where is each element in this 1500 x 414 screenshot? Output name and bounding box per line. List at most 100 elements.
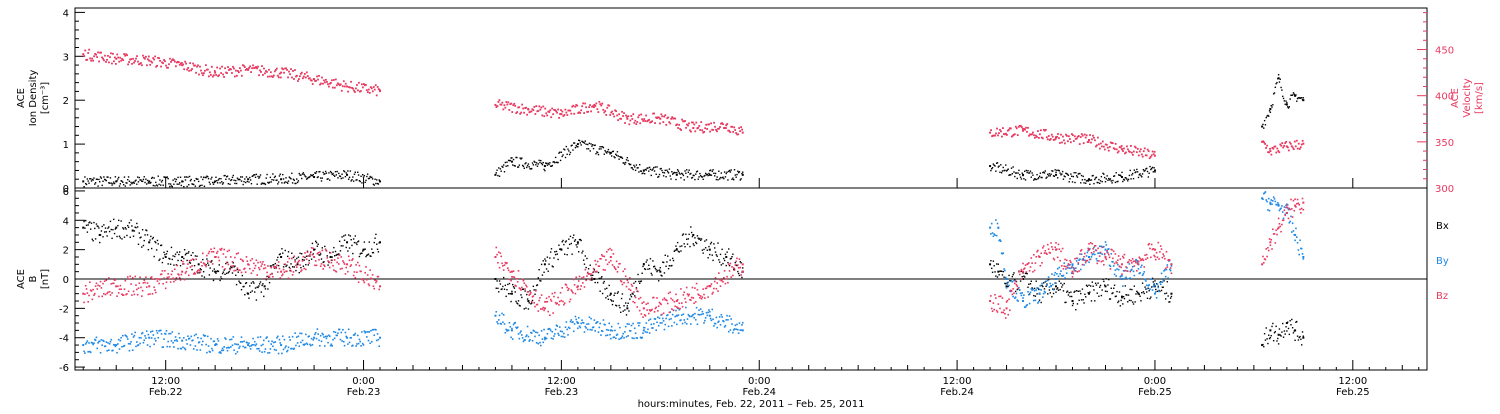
- scatter-dot-ion-density: [333, 174, 335, 177]
- scatter-dot-bx: [110, 228, 112, 231]
- scatter-dot-by: [125, 335, 127, 337]
- data-point-by: [1038, 292, 1041, 295]
- scatter-dot-ion-density: [329, 179, 331, 181]
- scatter-dot-ion-density: [718, 178, 721, 180]
- scatter-dot-bz: [600, 254, 603, 256]
- scatter-dot-bx: [562, 239, 564, 242]
- scatter-dot-ion-density: [629, 163, 631, 166]
- scatter-dot-bz: [132, 290, 135, 293]
- scatter-dot-velocity: [1299, 146, 1302, 149]
- scatter-dot-bx: [351, 244, 353, 247]
- scatter-dot-bx: [252, 281, 254, 283]
- scatter-dot-by: [1157, 286, 1160, 289]
- scatter-dot-bx: [510, 300, 512, 303]
- scatter-dot-ion-density: [1002, 166, 1004, 169]
- scatter-dot-bz: [136, 293, 139, 296]
- scatter-dot-bz: [525, 284, 527, 286]
- scatter-dot-velocity: [606, 106, 609, 109]
- scatter-dot-velocity: [322, 82, 324, 85]
- scatter-dot-velocity: [337, 83, 340, 86]
- scatter-dot-by: [147, 333, 150, 336]
- scatter-dot-bx: [1033, 287, 1036, 290]
- scatter-dot-velocity: [1280, 144, 1283, 147]
- scatter-dot-by: [223, 346, 226, 348]
- scatter-dot-by: [258, 350, 261, 352]
- scatter-dot-velocity: [353, 89, 355, 92]
- scatter-dot-velocity: [537, 110, 540, 112]
- scatter-dot-velocity: [547, 110, 550, 113]
- scatter-dot-bz: [646, 309, 648, 311]
- scatter-dot-bx: [1038, 299, 1041, 301]
- scatter-dot-bz: [1037, 249, 1039, 252]
- scatter-dot-bx: [1263, 345, 1265, 348]
- scatter-dot-by: [93, 342, 95, 345]
- scatter-dot-by: [999, 240, 1002, 243]
- scatter-dot-velocity: [1281, 142, 1284, 145]
- scatter-dot-ion-density: [594, 144, 596, 146]
- scatter-dot-bz: [89, 289, 92, 292]
- scatter-dot-bz: [690, 296, 693, 299]
- scatter-dot-by: [300, 341, 302, 344]
- scatter-dot-velocity: [333, 86, 336, 89]
- scatter-dot-by: [1032, 288, 1034, 291]
- scatter-dot-ion-density: [517, 166, 520, 168]
- scatter-dot-velocity: [581, 105, 584, 108]
- scatter-dot-bz: [577, 280, 580, 282]
- scatter-dot-by: [516, 327, 518, 329]
- data-point-bx: [164, 255, 167, 258]
- scatter-dot-by: [1120, 275, 1122, 277]
- scatter-dot-velocity: [993, 134, 995, 137]
- scatter-dot-bx: [101, 225, 103, 228]
- scatter-dot-bx: [237, 271, 239, 273]
- scatter-dot-bz: [87, 301, 89, 303]
- scatter-dot-ion-density: [279, 173, 281, 175]
- scatter-dot-bz: [213, 247, 216, 250]
- scatter-dot-by: [610, 325, 613, 328]
- scatter-dot-ion-density: [1299, 97, 1301, 99]
- scatter-dot-bz: [305, 258, 308, 261]
- data-point-by: [1022, 300, 1025, 303]
- scatter-dot-velocity: [292, 70, 294, 72]
- scatter-dot-velocity: [196, 65, 198, 68]
- scatter-dot-ion-density: [1011, 172, 1014, 175]
- scatter-dot-by: [1139, 272, 1141, 274]
- scatter-dot-bx: [1155, 283, 1158, 285]
- top-right-tick-label: 300: [1435, 184, 1454, 195]
- scatter-dot-bz: [1286, 206, 1288, 208]
- scatter-dot-ion-density: [244, 178, 246, 180]
- scatter-dot-ion-density: [561, 155, 563, 158]
- scatter-dot-ion-density: [1138, 174, 1140, 176]
- scatter-dot-velocity: [182, 63, 185, 66]
- scatter-dot-ion-density: [166, 176, 169, 178]
- scatter-dot-bx: [156, 239, 159, 242]
- scatter-dot-ion-density: [1079, 172, 1081, 175]
- scatter-dot-ion-density: [329, 170, 332, 173]
- scatter-dot-by: [228, 346, 230, 349]
- scatter-dot-bx: [1012, 273, 1014, 276]
- scatter-dot-bx: [1047, 278, 1050, 281]
- scatter-dot-bx: [347, 250, 349, 252]
- scatter-dot-ion-density: [293, 179, 295, 181]
- scatter-dot-velocity: [1128, 150, 1130, 153]
- scatter-dot-by: [90, 341, 93, 344]
- scatter-dot-bz: [1267, 246, 1269, 249]
- scatter-dot-velocity: [738, 127, 741, 129]
- scatter-dot-velocity: [226, 72, 228, 74]
- scatter-dot-bz: [626, 279, 629, 281]
- scatter-dot-bx: [519, 305, 521, 307]
- scatter-dot-bx: [258, 285, 260, 287]
- scatter-dot-by: [709, 317, 712, 320]
- scatter-dot-ion-density: [282, 178, 285, 180]
- scatter-dot-bz: [553, 291, 556, 294]
- scatter-dot-bx: [634, 280, 637, 283]
- scatter-dot-bz: [157, 278, 160, 280]
- scatter-dot-by: [651, 327, 653, 329]
- scatter-dot-by: [324, 335, 327, 338]
- scatter-dot-ion-density: [249, 176, 251, 179]
- scatter-dot-ion-density: [1020, 178, 1023, 180]
- scatter-dot-velocity: [1015, 127, 1018, 130]
- top-ylabel-left-line2: Ion Density: [28, 70, 39, 127]
- scatter-dot-by: [513, 322, 516, 325]
- scatter-dot-by: [194, 345, 197, 347]
- scatter-dot-velocity: [319, 83, 321, 86]
